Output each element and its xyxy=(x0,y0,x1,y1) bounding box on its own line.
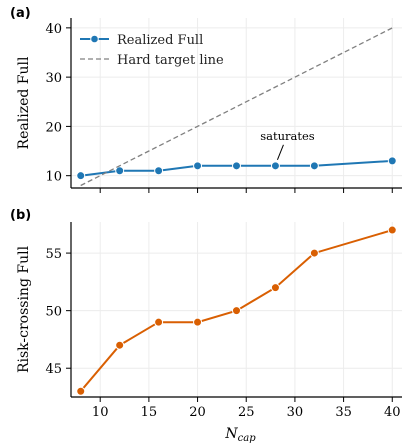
x-tick-label: 15 xyxy=(141,405,158,420)
series-line xyxy=(79,229,393,392)
data-point xyxy=(76,386,86,396)
panel-a-gridlines xyxy=(71,18,402,188)
data-point xyxy=(232,161,241,171)
x-tick-label: 30 xyxy=(287,405,304,420)
series-line xyxy=(80,159,393,177)
annotation-saturates-pointer xyxy=(276,144,284,161)
panel-a-legend: Realized Full Hard target line xyxy=(80,33,224,68)
panel-b-gridlines xyxy=(71,222,402,397)
data-point xyxy=(154,166,164,176)
data-point xyxy=(154,317,164,327)
x-tick-label: 40 xyxy=(384,405,401,420)
y-tick-label: 20 xyxy=(45,120,62,135)
data-point xyxy=(309,161,319,171)
annotation-saturates: saturates xyxy=(260,129,315,161)
panel-a-y-axis-label: Realized Full xyxy=(16,56,32,149)
data-point xyxy=(115,166,125,176)
panel-b-y-axis-label: Risk-crossing Full xyxy=(16,245,32,373)
y-tick-label: 40 xyxy=(45,22,62,37)
y-tick-label: 55 xyxy=(45,247,62,262)
data-point xyxy=(193,161,203,171)
panel-b-label: (b) xyxy=(10,208,31,223)
data-point xyxy=(387,156,397,166)
y-tick-label: 50 xyxy=(45,305,62,320)
x-axis-label: Ncap xyxy=(224,426,256,444)
series-line-dashed xyxy=(80,27,393,187)
panel-a-series xyxy=(76,27,397,187)
panel-b: (b) 45 50 55 10 15 20 25 30 35 40 Risk-crossing F… xyxy=(10,208,402,444)
data-point xyxy=(309,248,319,258)
data-point xyxy=(270,161,280,171)
annotation-saturates-text: saturates xyxy=(260,129,315,143)
panel-a-label: (a) xyxy=(10,6,31,21)
legend-realized-full-marker xyxy=(90,34,99,44)
panel-a: (a) 10 20 30 40 Realized Full Realized Full… xyxy=(10,6,402,193)
x-tick-label: 25 xyxy=(238,405,255,420)
data-point xyxy=(270,283,280,293)
data-point xyxy=(115,340,125,350)
x-tick-label: 35 xyxy=(335,405,352,420)
y-tick-label: 45 xyxy=(45,362,62,377)
legend-hard-target-label: Hard target line xyxy=(117,53,224,68)
legend-realized-full-label: Realized Full xyxy=(117,33,203,48)
data-point xyxy=(387,225,397,235)
x-tick-label: 20 xyxy=(189,405,206,420)
panel-a-axes xyxy=(70,18,402,189)
panel-b-ticks: 45 50 55 10 15 20 25 30 35 40 xyxy=(45,247,400,420)
data-point xyxy=(232,306,241,316)
data-point xyxy=(193,317,203,327)
data-point xyxy=(76,171,86,181)
y-tick-label: 10 xyxy=(45,170,62,185)
x-tick-label: 10 xyxy=(92,405,109,420)
y-tick-label: 30 xyxy=(45,71,62,86)
panel-b-series xyxy=(76,225,397,396)
panel-a-ticks: 10 20 30 40 xyxy=(45,22,393,193)
